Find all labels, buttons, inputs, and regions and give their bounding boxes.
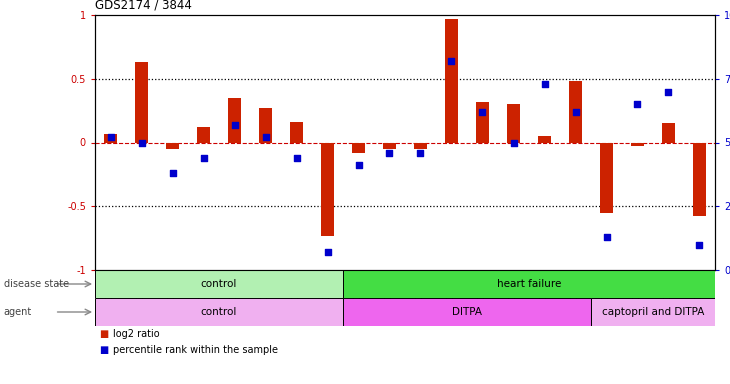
Text: disease state: disease state: [4, 279, 69, 289]
Bar: [228, 98, 241, 142]
Bar: [353, 142, 365, 153]
Point: [445, 58, 457, 64]
Bar: [321, 142, 334, 235]
Bar: [507, 104, 520, 142]
Point: [631, 101, 643, 107]
Point: [136, 139, 147, 146]
Text: ■: ■: [99, 345, 108, 355]
Point: [198, 155, 210, 161]
Bar: [343, 270, 715, 298]
Bar: [445, 19, 458, 142]
Text: captopril and DITPA: captopril and DITPA: [602, 307, 704, 317]
Text: heart failure: heart failure: [497, 279, 561, 289]
Bar: [631, 142, 644, 146]
Text: control: control: [201, 307, 237, 317]
Text: percentile rank within the sample: percentile rank within the sample: [113, 345, 278, 355]
Text: DITPA: DITPA: [452, 307, 482, 317]
Bar: [538, 136, 550, 142]
Bar: [95, 298, 343, 326]
Bar: [476, 102, 488, 142]
Bar: [662, 123, 675, 142]
Text: ■: ■: [99, 329, 108, 339]
Point: [663, 88, 675, 94]
Bar: [291, 122, 303, 142]
Bar: [600, 142, 612, 213]
Bar: [569, 81, 582, 142]
Point: [601, 234, 612, 240]
Bar: [95, 270, 343, 298]
Bar: [415, 142, 427, 149]
Bar: [166, 142, 179, 149]
Bar: [343, 298, 591, 326]
Bar: [694, 142, 706, 217]
Point: [322, 249, 334, 255]
Point: [353, 162, 364, 169]
Point: [104, 134, 116, 141]
Point: [539, 81, 550, 87]
Bar: [591, 298, 715, 326]
Bar: [383, 142, 396, 149]
Text: agent: agent: [4, 307, 32, 317]
Point: [415, 150, 426, 156]
Point: [228, 122, 240, 128]
Point: [384, 150, 396, 156]
Point: [477, 109, 488, 115]
Text: control: control: [201, 279, 237, 289]
Point: [694, 242, 705, 248]
Bar: [197, 127, 210, 142]
Point: [291, 155, 302, 161]
Point: [260, 134, 272, 141]
Bar: [104, 134, 117, 142]
Point: [569, 109, 581, 115]
Text: log2 ratio: log2 ratio: [113, 329, 160, 339]
Point: [166, 170, 178, 176]
Bar: [135, 62, 147, 142]
Bar: [259, 108, 272, 142]
Text: GDS2174 / 3844: GDS2174 / 3844: [95, 0, 192, 11]
Point: [507, 139, 519, 146]
